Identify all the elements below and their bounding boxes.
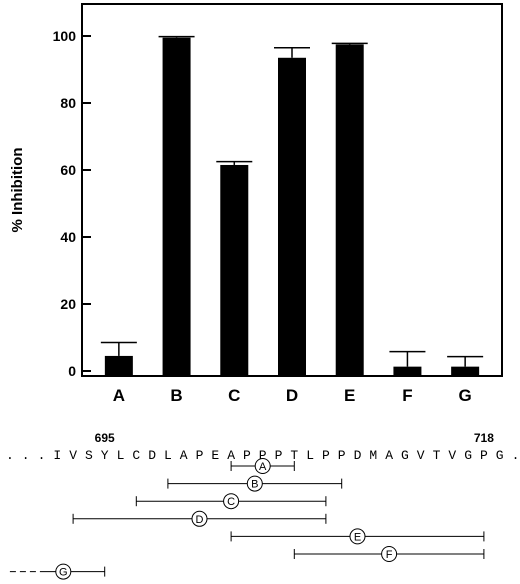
sequence-residue: C: [132, 448, 140, 463]
x-tick-label-B: B: [170, 386, 182, 405]
y-tick-label: 40: [60, 229, 76, 245]
sequence-residue: G: [496, 448, 504, 463]
sequence-residue: P: [338, 448, 346, 463]
peptide-D-label: D: [196, 514, 204, 526]
sequence-residue: A: [180, 448, 188, 463]
sequence-residue: V: [69, 448, 77, 463]
x-tick-label-F: F: [402, 386, 412, 405]
peptide-A-label: A: [259, 461, 267, 473]
bar-D: [278, 57, 306, 376]
bar-B: [162, 37, 191, 376]
peptide-map: AB C D E F G: [9, 458, 485, 580]
sequence-residue: .: [6, 448, 14, 463]
bar-F: [393, 366, 422, 375]
x-tick-label-E: E: [344, 386, 355, 405]
peptide-B-marker: [246, 475, 263, 492]
sequence-residue: S: [85, 448, 93, 463]
sequence-residue: E: [211, 448, 219, 463]
sequence-residue: L: [164, 448, 172, 463]
x-tick-label-G: G: [459, 386, 472, 405]
peptide-E-marker: [349, 528, 366, 545]
bar-E: [335, 44, 364, 375]
sequence-residue: A: [385, 448, 393, 463]
peptide-A-marker: [254, 458, 271, 474]
peptide-C-label: C: [227, 496, 235, 508]
peptide-F-marker: [381, 546, 398, 562]
sequence-residue: P: [275, 448, 283, 463]
sequence-residue: T: [290, 448, 298, 463]
peptide-B-label: B: [251, 479, 258, 491]
bar-C: [220, 164, 249, 375]
sequence-residue: Y: [101, 448, 109, 463]
x-tick-label-A: A: [113, 386, 125, 405]
sequence-residue: P: [322, 448, 330, 463]
sequence-residue: L: [117, 448, 125, 463]
error-bars: [100, 35, 484, 367]
sequence-residue: P: [480, 448, 488, 463]
x-tick-label-D: D: [286, 386, 298, 405]
peptide-E-label: E: [354, 531, 361, 543]
sequence-residue: M: [369, 448, 377, 463]
peptide-G-label: G: [59, 567, 68, 579]
y-tick-label: 80: [60, 95, 76, 111]
bar-chart: 0 20 40 60 80 100 A B C D E F G % Inhibition: [9, 3, 503, 405]
sequence-residue: P: [196, 448, 204, 463]
sequence-residue: A: [227, 448, 235, 463]
sequence-residue: L: [306, 448, 314, 463]
peptide-D-marker: [191, 510, 208, 527]
sequence-residue: P: [259, 448, 267, 463]
sequence-residue: G: [401, 448, 409, 463]
x-tick-label-C: C: [228, 386, 240, 405]
y-tick-label: 20: [60, 296, 76, 312]
plot-frame: [81, 3, 503, 377]
sequence-residue: V: [417, 448, 425, 463]
y-tick-label: 60: [60, 162, 76, 178]
y-tick-label: 0: [68, 363, 76, 379]
bar-G: [451, 366, 480, 375]
sequence-start-label: 695: [95, 431, 115, 445]
sequence-end-label: 718: [474, 431, 494, 445]
sequence-residue: P: [243, 448, 251, 463]
y-axis-ticks: 0 20 40 60 80 100: [53, 28, 91, 379]
sequence-residue: .: [38, 448, 46, 463]
peptide-C-marker: [223, 493, 240, 510]
x-axis-labels: A B C D E F G: [113, 386, 472, 405]
peptide-G-marker: [55, 563, 72, 580]
sequence-residue: .: [22, 448, 30, 463]
sequence-residue: D: [354, 448, 362, 463]
sequence-residue: V: [448, 448, 456, 463]
peptide-F-label: F: [386, 549, 393, 561]
sequence-residue: D: [148, 448, 156, 463]
bar-A: [104, 355, 133, 375]
bars: [104, 37, 480, 376]
y-axis-label: % Inhibition: [9, 148, 26, 233]
sequence-residue: .: [512, 448, 520, 463]
sequence-residue: I: [53, 448, 61, 463]
sequence-residue: G: [464, 448, 472, 463]
y-tick-label: 100: [53, 28, 77, 44]
sequence-residue: T: [433, 448, 441, 463]
